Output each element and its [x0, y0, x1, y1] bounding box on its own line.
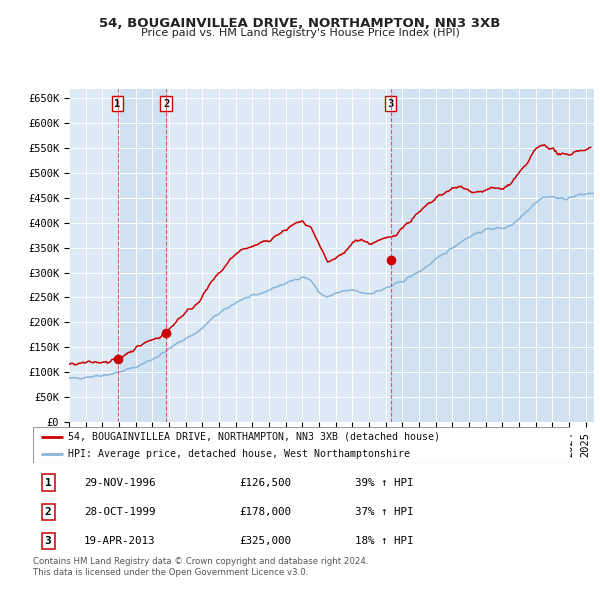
- Text: This data is licensed under the Open Government Licence v3.0.: This data is licensed under the Open Gov…: [33, 568, 308, 577]
- Text: 2: 2: [163, 99, 169, 109]
- Text: 39% ↑ HPI: 39% ↑ HPI: [355, 477, 414, 487]
- Text: 29-NOV-1996: 29-NOV-1996: [84, 477, 155, 487]
- Text: £178,000: £178,000: [240, 507, 292, 517]
- Text: Contains HM Land Registry data © Crown copyright and database right 2024.: Contains HM Land Registry data © Crown c…: [33, 558, 368, 566]
- Text: £126,500: £126,500: [240, 477, 292, 487]
- Text: 54, BOUGAINVILLEA DRIVE, NORTHAMPTON, NN3 3XB (detached house): 54, BOUGAINVILLEA DRIVE, NORTHAMPTON, NN…: [68, 432, 440, 442]
- Text: 28-OCT-1999: 28-OCT-1999: [84, 507, 155, 517]
- Bar: [118, 88, 166, 422]
- Text: 18% ↑ HPI: 18% ↑ HPI: [355, 536, 414, 546]
- Text: HPI: Average price, detached house, West Northamptonshire: HPI: Average price, detached house, West…: [68, 449, 410, 459]
- Text: 3: 3: [388, 99, 394, 109]
- Text: 19-APR-2013: 19-APR-2013: [84, 536, 155, 546]
- Text: 54, BOUGAINVILLEA DRIVE, NORTHAMPTON, NN3 3XB: 54, BOUGAINVILLEA DRIVE, NORTHAMPTON, NN…: [100, 17, 500, 30]
- Text: Price paid vs. HM Land Registry's House Price Index (HPI): Price paid vs. HM Land Registry's House …: [140, 28, 460, 38]
- Text: 37% ↑ HPI: 37% ↑ HPI: [355, 507, 414, 517]
- Text: £325,000: £325,000: [240, 536, 292, 546]
- Text: 3: 3: [44, 536, 52, 546]
- Text: 2: 2: [44, 507, 52, 517]
- Bar: [391, 88, 594, 422]
- Text: 1: 1: [44, 477, 52, 487]
- Text: 1: 1: [115, 99, 121, 109]
